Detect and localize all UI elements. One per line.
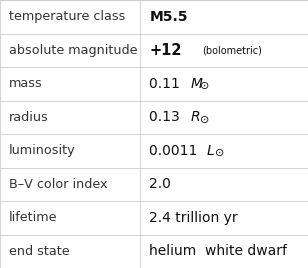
Text: +12: +12 [149,43,182,58]
Text: ⊙: ⊙ [200,81,209,91]
Text: ⊙: ⊙ [200,115,209,125]
Text: 0.11: 0.11 [149,77,183,91]
Text: absolute magnitude: absolute magnitude [9,44,138,57]
Text: L: L [206,144,214,158]
Text: 2.0: 2.0 [149,177,171,191]
Text: temperature class: temperature class [9,10,126,23]
Text: luminosity: luminosity [9,144,76,157]
Text: end state: end state [9,245,70,258]
Text: 0.0011: 0.0011 [149,144,201,158]
Text: ⊙: ⊙ [215,148,224,158]
Text: R: R [191,110,201,124]
Text: 0.13: 0.13 [149,110,183,124]
Text: lifetime: lifetime [9,211,58,224]
Text: (bolometric): (bolometric) [202,45,261,55]
Text: 2.4 trillion yr: 2.4 trillion yr [149,211,238,225]
Text: mass: mass [9,77,43,90]
Text: radius: radius [9,111,49,124]
Text: B–V color index: B–V color index [9,178,108,191]
Text: M: M [191,77,203,91]
Text: helium  white dwarf: helium white dwarf [149,244,287,258]
Text: M5.5: M5.5 [149,10,188,24]
